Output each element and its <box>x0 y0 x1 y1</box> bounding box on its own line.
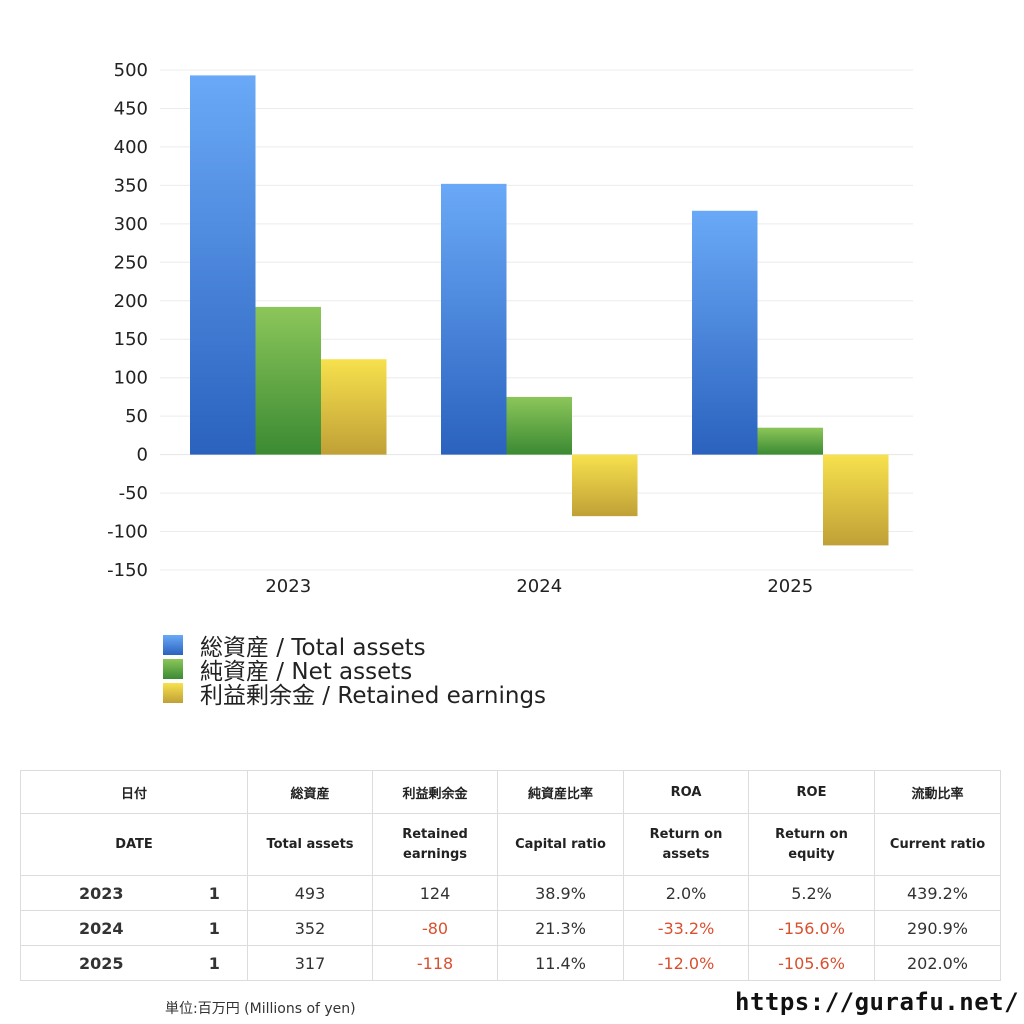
y-tick-label: -100 <box>107 522 148 543</box>
bar-net-assets <box>255 306 321 455</box>
header-roe-en-line2: equity <box>788 846 835 862</box>
legend-item-total-assets: 総資産 / Total assets <box>163 633 546 661</box>
bar-retained-earnings <box>572 454 638 517</box>
bar-total-assets <box>692 210 758 455</box>
y-tick-label: 500 <box>114 60 148 81</box>
x-tick-label: 2024 <box>516 576 562 597</box>
header-current-en: Current ratio <box>874 813 1002 876</box>
legend-label-net-assets: 純資産 / Net assets <box>200 659 413 685</box>
cell-roa: -33.2% <box>623 910 750 946</box>
legend-label-retained-earnings: 利益剰余金 / Retained earnings <box>200 683 547 709</box>
header-current-jp: 流動比率 <box>874 770 1002 814</box>
y-tick-label: 300 <box>114 214 148 235</box>
table-row: 2025 1 317 -118 11.4% -12.0% -105.6% 202… <box>20 945 1002 981</box>
cell-roe: -156.0% <box>748 910 876 946</box>
y-tick-label: 350 <box>114 175 148 196</box>
cell-retained: -118 <box>372 945 499 981</box>
site-url[interactable]: https://gurafu.net/ <box>735 988 1020 1016</box>
cell-current-ratio: 202.0% <box>874 945 1002 981</box>
cell-retained: 124 <box>372 875 499 911</box>
legend-swatch-retained-earnings <box>163 683 183 703</box>
y-tick-label: 400 <box>114 137 148 158</box>
header-capital-jp: 純資産比率 <box>497 770 625 814</box>
y-tick-label: 50 <box>125 406 148 427</box>
row-quarter: 1 <box>181 875 249 911</box>
bar-total-assets <box>441 183 507 455</box>
header-roe-en-line1: Return on <box>775 826 848 842</box>
header-retained-en: Retained earnings <box>372 813 499 876</box>
chart-legend: 総資産 / Total assets 純資産 / Net assets 利益剰余… <box>163 633 546 709</box>
header-date-en: DATE <box>19 813 249 876</box>
legend-swatch-total-assets <box>163 635 183 655</box>
cell-capital-ratio: 21.3% <box>497 910 625 946</box>
table-row: 2024 1 352 -80 21.3% -33.2% -156.0% 290.… <box>20 910 1002 946</box>
header-retained-en-line1: Retained <box>402 826 468 842</box>
cell-roe: -105.6% <box>748 945 876 981</box>
table-header-jp: 日付 総資産 利益剰余金 純資産比率 ROA ROE 流動比率 <box>19 770 1002 814</box>
bar-retained-earnings <box>823 454 889 546</box>
header-roe-jp: ROE <box>748 770 876 814</box>
table-header-en: DATE Total assets Retained earnings Capit… <box>19 813 1002 876</box>
cell-roa: -12.0% <box>623 945 750 981</box>
header-date-jp: 日付 <box>19 770 249 814</box>
y-tick-label: -150 <box>107 560 148 581</box>
row-quarter: 1 <box>181 945 249 981</box>
header-retained-jp: 利益剰余金 <box>372 770 499 814</box>
header-roa-en-line2: assets <box>662 846 710 862</box>
y-tick-label: 150 <box>114 329 148 350</box>
row-year: 2023 <box>20 875 182 911</box>
cell-retained: -80 <box>372 910 499 946</box>
y-tick-label: 100 <box>114 368 148 389</box>
table-row: 2023 1 493 124 38.9% 2.0% 5.2% 439.2% <box>20 875 1002 911</box>
header-total-jp: 総資産 <box>247 770 374 814</box>
y-tick-label: 450 <box>114 98 148 119</box>
x-tick-label: 2023 <box>265 576 311 597</box>
legend-item-net-assets: 純資産 / Net assets <box>163 657 546 685</box>
cell-roe: 5.2% <box>748 875 876 911</box>
legend-label-total-assets: 総資産 / Total assets <box>200 635 426 661</box>
row-quarter: 1 <box>181 910 249 946</box>
cell-capital-ratio: 38.9% <box>497 875 625 911</box>
y-tick-label: -50 <box>119 483 148 504</box>
y-tick-label: 250 <box>114 252 148 273</box>
bar-retained-earnings <box>321 359 387 455</box>
header-roa-jp: ROA <box>623 770 750 814</box>
cell-total-assets: 352 <box>247 910 374 946</box>
header-retained-en-line2: earnings <box>403 846 468 862</box>
financial-table: 日付 総資産 利益剰余金 純資産比率 ROA ROE 流動比率 DATE Tot… <box>19 770 1002 981</box>
row-year: 2025 <box>20 945 182 981</box>
bar-net-assets <box>757 427 823 455</box>
cell-current-ratio: 439.2% <box>874 875 1002 911</box>
cell-current-ratio: 290.9% <box>874 910 1002 946</box>
legend-item-retained-earnings: 利益剰余金 / Retained earnings <box>163 681 546 709</box>
unit-note: 単位:百万円 (Millions of yen) <box>165 1001 356 1017</box>
x-tick-label: 2025 <box>767 576 813 597</box>
cell-roa: 2.0% <box>623 875 750 911</box>
cell-total-assets: 317 <box>247 945 374 981</box>
bar-chart: 500450400350300250200150100500-50-100-15… <box>107 60 913 597</box>
y-tick-label: 0 <box>137 445 148 466</box>
bar-net-assets <box>506 396 572 455</box>
row-year: 2024 <box>20 910 182 946</box>
cell-total-assets: 493 <box>247 875 374 911</box>
bar-total-assets <box>190 75 256 455</box>
header-roa-en-line1: Return on <box>649 826 723 842</box>
header-roe-en: Return on equity <box>748 813 876 876</box>
cell-capital-ratio: 11.4% <box>497 945 625 981</box>
header-roa-en: Return on assets <box>623 813 750 876</box>
header-capital-en: Capital ratio <box>497 813 625 876</box>
legend-swatch-net-assets <box>163 659 183 679</box>
header-total-en: Total assets <box>247 813 374 876</box>
y-tick-label: 200 <box>114 291 148 312</box>
